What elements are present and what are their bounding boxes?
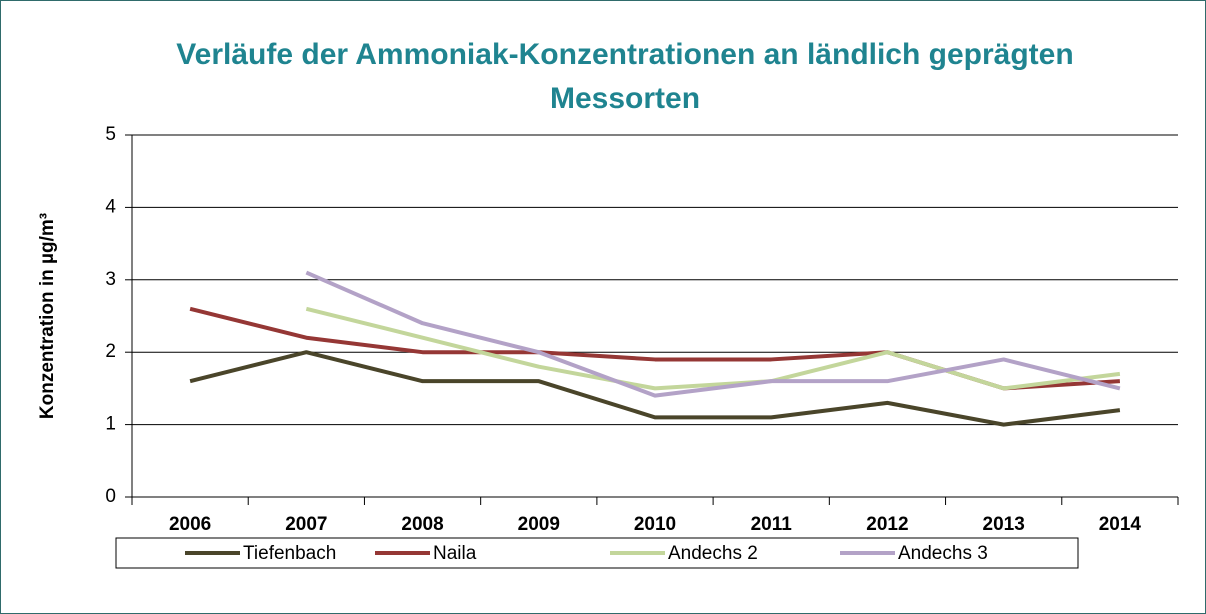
y-tick-label: 0 xyxy=(105,486,116,507)
series-line xyxy=(189,350,1121,427)
y-tick-label: 3 xyxy=(105,269,116,290)
x-tick-label: 2008 xyxy=(401,514,443,535)
x-tick-label: 2012 xyxy=(866,514,908,535)
y-tick-label: 2 xyxy=(105,341,116,362)
x-tick-label: 2007 xyxy=(285,514,327,535)
series-line xyxy=(305,306,1121,391)
y-tick-label: 1 xyxy=(105,414,116,435)
legend-box xyxy=(115,537,1079,569)
chart-title: Verläufe der Ammoniak-Konzentrationen an… xyxy=(176,38,1073,115)
x-tick-label: 2013 xyxy=(983,514,1025,535)
y-axis-label: Konzentration in µg/m³ xyxy=(37,213,58,419)
legend-label: Tiefenbach xyxy=(243,543,336,564)
y-tick-label: 5 xyxy=(105,124,116,145)
x-tick-label: 2006 xyxy=(169,514,211,535)
x-tick-label: 2009 xyxy=(518,514,560,535)
legend-label: Naila xyxy=(433,543,477,564)
y-tick-label: 4 xyxy=(105,196,116,217)
legend-label: Andechs 3 xyxy=(898,543,988,564)
series-line xyxy=(305,270,1121,398)
x-tick-label: 2011 xyxy=(751,514,793,535)
legend-label: Andechs 2 xyxy=(668,543,758,564)
x-tick-label: 2010 xyxy=(634,514,676,535)
x-tick-label: 2014 xyxy=(1099,514,1142,535)
